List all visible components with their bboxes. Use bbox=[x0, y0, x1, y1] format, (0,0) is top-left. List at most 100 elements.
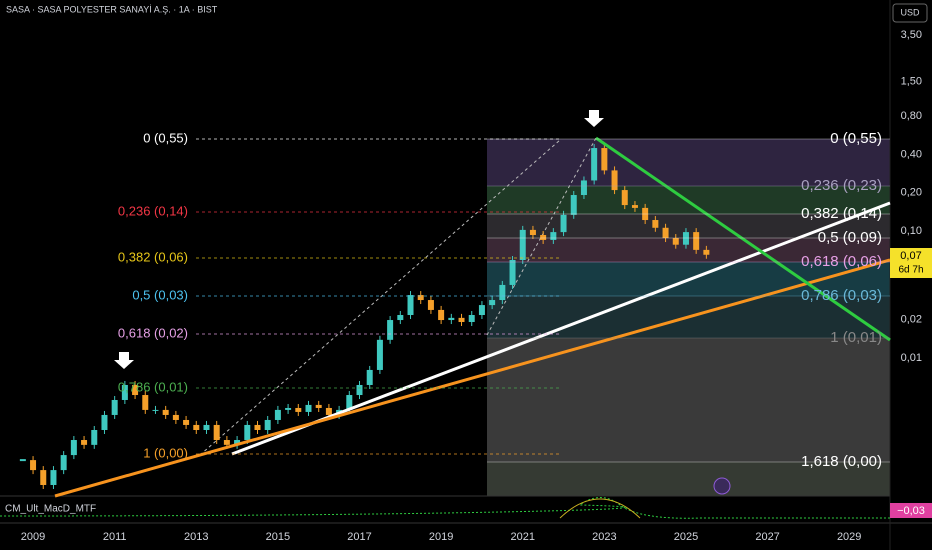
arrow bbox=[584, 110, 604, 127]
candle-body bbox=[570, 195, 577, 215]
price-tag-label: 0,07 bbox=[900, 250, 921, 262]
candle-body bbox=[519, 229, 526, 261]
x-tick-label: 2013 bbox=[184, 531, 208, 543]
candle-body bbox=[162, 409, 169, 415]
candle-body bbox=[448, 317, 455, 321]
indicator-line bbox=[0, 497, 890, 519]
x-tick-label: 2015 bbox=[266, 531, 290, 543]
fib-label: 1 (0,00) bbox=[143, 445, 188, 460]
indicator-value: −0,03 bbox=[897, 505, 925, 517]
candle-body bbox=[417, 295, 424, 301]
candle-body bbox=[70, 440, 77, 456]
candle-body bbox=[274, 409, 281, 420]
trendline bbox=[54, 258, 891, 498]
candle-body bbox=[397, 315, 404, 321]
candle-body bbox=[672, 238, 679, 245]
fib-label: 0 (0,55) bbox=[143, 130, 188, 145]
candle-body bbox=[132, 384, 139, 396]
candle-body bbox=[203, 424, 210, 431]
symbol-title: SASA · SASA POLYESTER SANAYİ A.Ş. · 1A ·… bbox=[6, 4, 218, 14]
y-tick-label: 0,20 bbox=[901, 187, 922, 199]
fib-label: 0,618 (0,06) bbox=[801, 253, 882, 270]
candle-body bbox=[223, 440, 230, 445]
candle-body bbox=[254, 424, 261, 431]
candle-body bbox=[438, 309, 445, 321]
candle-body bbox=[244, 424, 251, 441]
candle-body bbox=[325, 407, 332, 415]
candle-body bbox=[540, 234, 547, 240]
candle-body bbox=[30, 460, 37, 471]
x-tick-label: 2021 bbox=[510, 531, 534, 543]
candle-body bbox=[509, 260, 516, 285]
currency: USD bbox=[900, 7, 920, 17]
candle-body bbox=[631, 205, 638, 208]
y-tick-label: 1,50 bbox=[901, 76, 922, 88]
fib-label: 0,618 (0,02) bbox=[118, 325, 188, 340]
candle-body bbox=[193, 424, 200, 431]
candle-body bbox=[550, 232, 557, 240]
candle-body bbox=[703, 249, 710, 255]
x-tick-label: 2019 bbox=[429, 531, 453, 543]
candle-body bbox=[60, 455, 67, 471]
y-tick-label: 0,40 bbox=[901, 148, 922, 160]
fib-label: 0,786 (0,03) bbox=[801, 287, 882, 304]
candle-body bbox=[611, 170, 618, 191]
candle-body bbox=[234, 440, 241, 445]
candle-body bbox=[427, 300, 434, 310]
candle-body bbox=[346, 395, 353, 410]
trendline bbox=[231, 201, 891, 456]
candle-body bbox=[50, 470, 57, 485]
trend-dash bbox=[486, 137, 597, 336]
x-tick-label: 2027 bbox=[755, 531, 779, 543]
candle-body bbox=[601, 148, 608, 171]
candle-body bbox=[142, 395, 149, 410]
fib-band bbox=[487, 462, 890, 496]
candle-body bbox=[621, 190, 628, 206]
candle-body bbox=[172, 414, 179, 420]
fib-label: 0,236 (0,14) bbox=[118, 203, 188, 218]
x-tick-label: 2025 bbox=[674, 531, 698, 543]
fib-label: 0,382 (0,14) bbox=[801, 205, 882, 222]
candle-body bbox=[101, 414, 108, 431]
x-tick-label: 2029 bbox=[837, 531, 861, 543]
candle-body bbox=[183, 419, 190, 425]
candle-body bbox=[580, 180, 587, 196]
candle-body bbox=[121, 384, 128, 400]
y-tick-label: 0,10 bbox=[901, 225, 922, 237]
fib-label: 1 (0,01) bbox=[830, 329, 882, 346]
y-tick-label: 3,50 bbox=[901, 29, 922, 41]
fib-label: 0,5 (0,03) bbox=[132, 287, 188, 302]
indicator-tag bbox=[890, 503, 932, 518]
price-tag bbox=[890, 248, 932, 278]
x-tick-label: 2023 bbox=[592, 531, 616, 543]
candle-body bbox=[356, 384, 363, 396]
candle-body bbox=[478, 305, 485, 316]
candle-body bbox=[285, 407, 292, 410]
candle-body bbox=[387, 320, 394, 340]
candle-body bbox=[591, 148, 598, 181]
candle-body bbox=[40, 470, 47, 485]
candle-body bbox=[693, 232, 700, 250]
candle-body bbox=[489, 300, 496, 306]
x-tick-label: 2017 bbox=[347, 531, 371, 543]
event-icon[interactable] bbox=[713, 477, 731, 495]
candle-body bbox=[642, 207, 649, 221]
x-tick-label: 2009 bbox=[21, 531, 45, 543]
candle-body bbox=[91, 430, 98, 445]
fib-label: 0,5 (0,09) bbox=[818, 229, 882, 246]
x-tick-label: 2011 bbox=[103, 531, 127, 543]
y-tick-label: 0,01 bbox=[901, 352, 922, 364]
y-tick-label: 0,80 bbox=[901, 110, 922, 122]
fib-band bbox=[487, 139, 890, 186]
candle-body bbox=[499, 284, 506, 301]
candle-body bbox=[529, 229, 536, 235]
candle-body bbox=[376, 339, 383, 370]
arrow bbox=[114, 352, 134, 369]
trend-dash bbox=[199, 139, 561, 456]
candle-body bbox=[295, 407, 302, 412]
fib-label: 0,236 (0,23) bbox=[801, 177, 882, 194]
fib-label: 0,786 (0,01) bbox=[118, 379, 188, 394]
candle-body bbox=[662, 227, 669, 239]
fib-label: 0 (0,55) bbox=[830, 130, 882, 147]
candle-body bbox=[682, 232, 689, 245]
